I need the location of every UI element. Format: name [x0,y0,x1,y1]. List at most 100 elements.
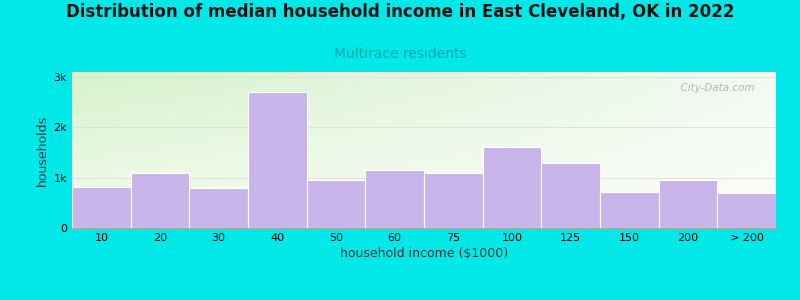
Bar [72,217,776,218]
Bar [72,190,776,191]
Bar [72,172,776,173]
Bar [72,72,776,73]
Bar [72,74,776,75]
Bar [72,84,776,85]
Bar [72,157,776,158]
Bar [72,177,776,178]
Bar [72,130,776,131]
Bar [72,150,776,151]
Bar [72,180,776,181]
Bar [72,139,776,140]
Bar [72,144,776,145]
Bar [72,191,776,192]
Bar [718,193,776,228]
Bar [72,82,776,83]
Bar [72,199,776,200]
Bar [72,148,776,149]
Bar [72,212,776,213]
Bar [72,83,776,84]
Bar [72,176,776,177]
Bar [72,222,776,223]
Bar [72,160,776,161]
Bar [424,172,482,228]
Bar [72,169,776,170]
Bar [542,163,600,228]
Bar [72,227,776,228]
Bar [72,123,776,124]
Bar [72,202,776,203]
Bar [72,128,776,129]
Bar [72,194,776,195]
Bar [72,99,776,100]
Bar [72,153,776,154]
Bar [72,173,776,174]
Bar [72,152,776,153]
X-axis label: household income ($1000): household income ($1000) [340,247,508,260]
Bar [72,115,776,116]
Bar [72,110,776,111]
Bar [72,196,776,197]
Bar [72,192,776,193]
Bar [72,158,776,159]
Bar [248,92,306,228]
Bar [72,221,776,222]
Bar [72,170,776,171]
Bar [72,188,776,189]
Bar [72,174,776,175]
Bar [72,141,776,142]
Bar [72,96,776,97]
Bar [658,180,718,228]
Bar [72,205,776,206]
Bar [130,172,190,228]
Bar [72,97,776,98]
Bar [72,80,776,81]
Bar [72,203,776,204]
Bar [72,145,776,146]
Bar [72,92,776,93]
Bar [72,129,776,130]
Bar [72,119,776,120]
Bar [72,182,776,183]
Bar [72,147,776,148]
Bar [72,156,776,157]
Bar [72,135,776,136]
Bar [72,88,776,89]
Bar [72,198,776,199]
Bar [72,184,776,185]
Bar [72,210,776,211]
Bar [190,188,248,228]
Bar [72,209,776,210]
Bar [72,101,776,102]
Bar [72,159,776,160]
Bar [72,89,776,90]
Bar [72,133,776,134]
Bar [72,134,776,135]
Bar [72,154,776,155]
Bar [72,161,776,162]
Bar [72,75,776,76]
Bar [72,85,776,86]
Bar [72,126,776,127]
Bar [72,137,776,138]
Bar [72,117,776,118]
Bar [72,166,776,167]
Bar [72,220,776,221]
Bar [72,151,776,152]
Bar [72,104,776,105]
Bar [72,224,776,225]
Bar [72,179,776,180]
Bar [72,226,776,227]
Bar [72,218,776,219]
Bar [72,95,776,96]
Bar [72,127,776,128]
Bar [72,143,776,144]
Y-axis label: households: households [36,114,50,186]
Bar [72,76,776,77]
Bar [72,219,776,220]
Bar [72,195,776,196]
Bar [600,192,658,228]
Bar [72,201,776,202]
Bar [366,170,424,228]
Bar [72,77,776,78]
Bar [72,171,776,172]
